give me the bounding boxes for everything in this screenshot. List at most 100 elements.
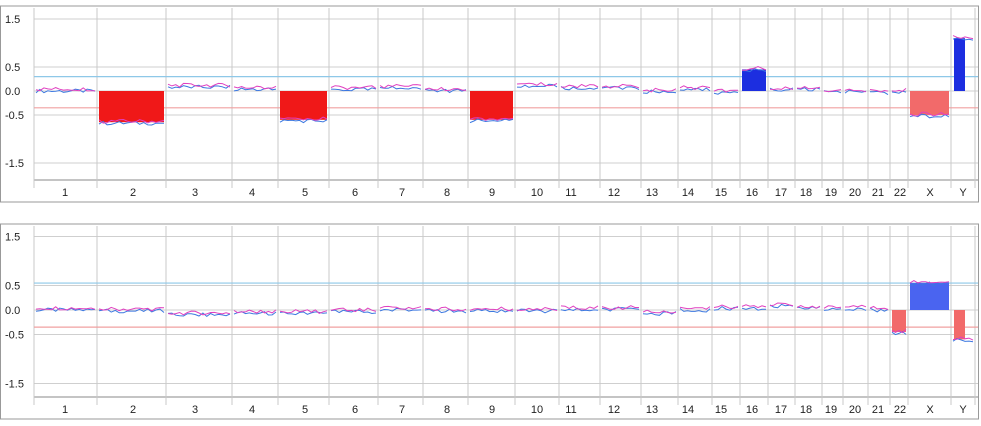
profile-line-alt-ch6 <box>330 307 377 313</box>
profile-line-alt-ch7 <box>379 305 422 310</box>
x-tick-label-chr16: 16 <box>746 404 758 416</box>
profile-line-ch2 <box>98 308 165 314</box>
profile-line-alt-ch10 <box>516 306 558 311</box>
y-tick-label: 1.5 <box>5 232 20 244</box>
profile-line-alt-ch17 <box>769 86 794 91</box>
profile-line-ch8 <box>424 308 467 314</box>
aberration-bar-chrX <box>910 91 949 115</box>
profile-line-alt-ch9 <box>469 306 514 312</box>
profile-line-alt-ch20 <box>844 304 867 308</box>
x-tick-label-chr6: 6 <box>352 404 358 416</box>
profile-line-ch11 <box>560 307 599 312</box>
profile-line-alt-ch21 <box>869 89 889 93</box>
x-tick-label-chr3: 3 <box>192 187 198 199</box>
x-tick-label-chr21: 21 <box>872 187 884 199</box>
profile-line-alt-ch22 <box>891 329 907 334</box>
x-tick-label-chr11: 11 <box>565 187 576 199</box>
profile-line-alt-ch13 <box>642 87 677 93</box>
profile-line-alt-ch13 <box>642 309 677 314</box>
profile-line-alt-chY <box>952 35 974 40</box>
profile-line-ch15 <box>713 305 739 311</box>
x-tick-label-chr8: 8 <box>444 404 450 416</box>
x-tick-label-chr2: 2 <box>130 187 136 199</box>
profile-line-ch20 <box>844 307 867 311</box>
profile-line-alt-ch11 <box>560 305 599 310</box>
aberration-bar-chrX <box>910 283 949 310</box>
y-tick-label: 0.5 <box>5 281 20 293</box>
profile-line-ch22 <box>891 90 907 94</box>
y-tick-label: -1.5 <box>5 158 24 170</box>
profile-line-alt-ch8 <box>424 86 467 92</box>
x-tick-label-chr6: 6 <box>352 187 358 199</box>
x-tick-label-chr9: 9 <box>489 404 495 416</box>
profile-line-ch14 <box>679 87 711 92</box>
x-tick-label-chr7: 7 <box>399 187 405 199</box>
profile-line-alt-ch10 <box>516 81 558 87</box>
aberration-bar-chrY <box>954 310 965 340</box>
profile-line-alt-ch7 <box>379 83 422 89</box>
profile-line-alt-ch12 <box>601 83 640 89</box>
profile-line-alt-ch17 <box>769 302 794 307</box>
profile-line-ch11 <box>560 85 599 91</box>
x-tick-label-chr5: 5 <box>302 187 308 199</box>
profile-line-alt-chX <box>909 280 950 284</box>
profile-line-ch14 <box>679 308 711 313</box>
x-tick-label-chr12: 12 <box>608 187 620 199</box>
profile-line-ch22 <box>891 331 907 336</box>
x-tick-label-chr10: 10 <box>531 404 543 416</box>
x-tick-label-chr21: 21 <box>872 404 884 416</box>
profile-line-chX <box>909 281 950 287</box>
profile-line-ch19 <box>823 307 842 311</box>
x-tick-label-chr14: 14 <box>682 187 694 199</box>
y-tick-label: 0.0 <box>5 86 20 98</box>
x-tick-label-chr18: 18 <box>800 404 812 416</box>
x-tick-label-chr19: 19 <box>825 187 837 199</box>
profile-line-alt-ch1 <box>35 306 96 311</box>
x-tick-label-chr17: 17 <box>775 404 787 416</box>
y-tick-label: -1.5 <box>5 379 24 391</box>
x-tick-label-chr18: 18 <box>800 187 812 199</box>
profile-line-alt-ch3 <box>167 82 231 88</box>
profile-line-alt-ch3 <box>167 310 231 316</box>
profile-line-ch5 <box>279 311 328 316</box>
profile-line-ch20 <box>844 89 867 94</box>
profile-line-alt-ch12 <box>601 305 639 310</box>
profile-line-alt-ch16 <box>741 304 767 309</box>
profile-line-alt-ch20 <box>844 88 867 93</box>
profile-line-ch16 <box>741 306 767 311</box>
profile-line-ch6 <box>330 87 377 92</box>
x-tick-label-chr14: 14 <box>682 404 694 416</box>
y-tick-label: 0.5 <box>5 62 20 74</box>
y-tick-label: -0.5 <box>5 330 24 342</box>
profile-line-ch10 <box>516 83 558 88</box>
x-tick-label-chrX: X <box>926 187 934 199</box>
profile-line-chY <box>952 37 974 41</box>
x-tick-label-chr11: 11 <box>565 404 576 416</box>
profile-line-alt-ch2 <box>98 306 165 312</box>
x-tick-label-chr2: 2 <box>130 404 136 416</box>
profile-line-alt-ch4 <box>233 85 277 90</box>
profile-line-alt-chX <box>909 111 950 117</box>
profile-line-ch3 <box>167 84 231 89</box>
profile-line-alt-ch18 <box>796 305 821 309</box>
x-tick-label-chr22: 22 <box>894 187 906 199</box>
aberration-bar-chr2 <box>99 91 164 123</box>
profile-line-ch9 <box>469 308 514 314</box>
panel-frame <box>0 223 979 420</box>
x-tick-label-chr20: 20 <box>849 404 861 416</box>
profile-line-alt-ch11 <box>561 83 599 89</box>
x-tick-label-chr19: 19 <box>825 404 837 416</box>
profile-line-alt-ch19 <box>823 305 842 309</box>
aberration-bar-chr16 <box>742 69 766 91</box>
profile-line-alt-chY <box>952 336 974 341</box>
x-tick-label-chrY: Y <box>959 187 967 199</box>
profile-line-ch13 <box>642 311 677 316</box>
profile-line-ch8 <box>424 88 467 94</box>
aberration-bar-chrY <box>954 38 965 91</box>
aberration-bar-chr5 <box>280 91 327 120</box>
profile-line-alt-ch19 <box>823 89 842 93</box>
profile-line-ch13 <box>642 89 677 94</box>
x-tick-label-chr15: 15 <box>715 404 727 416</box>
